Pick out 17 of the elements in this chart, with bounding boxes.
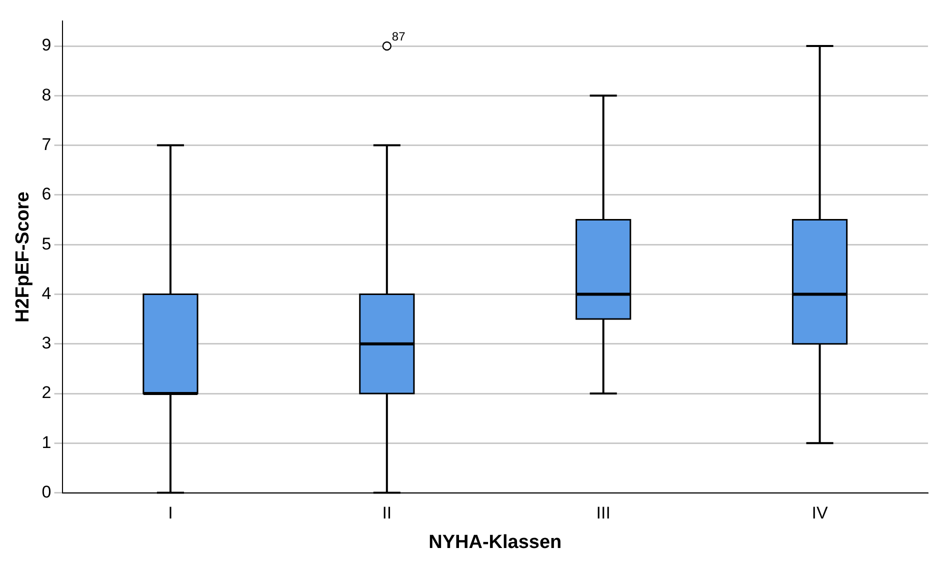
y-tick-label: 3 xyxy=(42,334,52,353)
y-tick-label: 4 xyxy=(42,284,52,303)
y-tick-label: 6 xyxy=(42,184,52,204)
y-tick-label: 5 xyxy=(42,234,52,254)
x-axis-title: NYHA-Klassen xyxy=(428,532,562,553)
y-tick-label: 9 xyxy=(42,36,52,55)
y-tick-label: 0 xyxy=(42,482,52,502)
y-tick-label: 1 xyxy=(42,432,52,452)
y-axis-title: H2FpEF-Score xyxy=(12,192,34,322)
x-tick-label: III xyxy=(596,504,610,523)
x-tick-label: I xyxy=(168,504,173,523)
x-tick-label: IV xyxy=(812,504,828,523)
annotation: 87 xyxy=(392,29,406,44)
y-tick-label: 2 xyxy=(42,383,52,402)
y-tick-label: 7 xyxy=(42,134,52,154)
x-tick-label: II xyxy=(382,504,392,523)
y-tick-label: 8 xyxy=(42,85,52,104)
